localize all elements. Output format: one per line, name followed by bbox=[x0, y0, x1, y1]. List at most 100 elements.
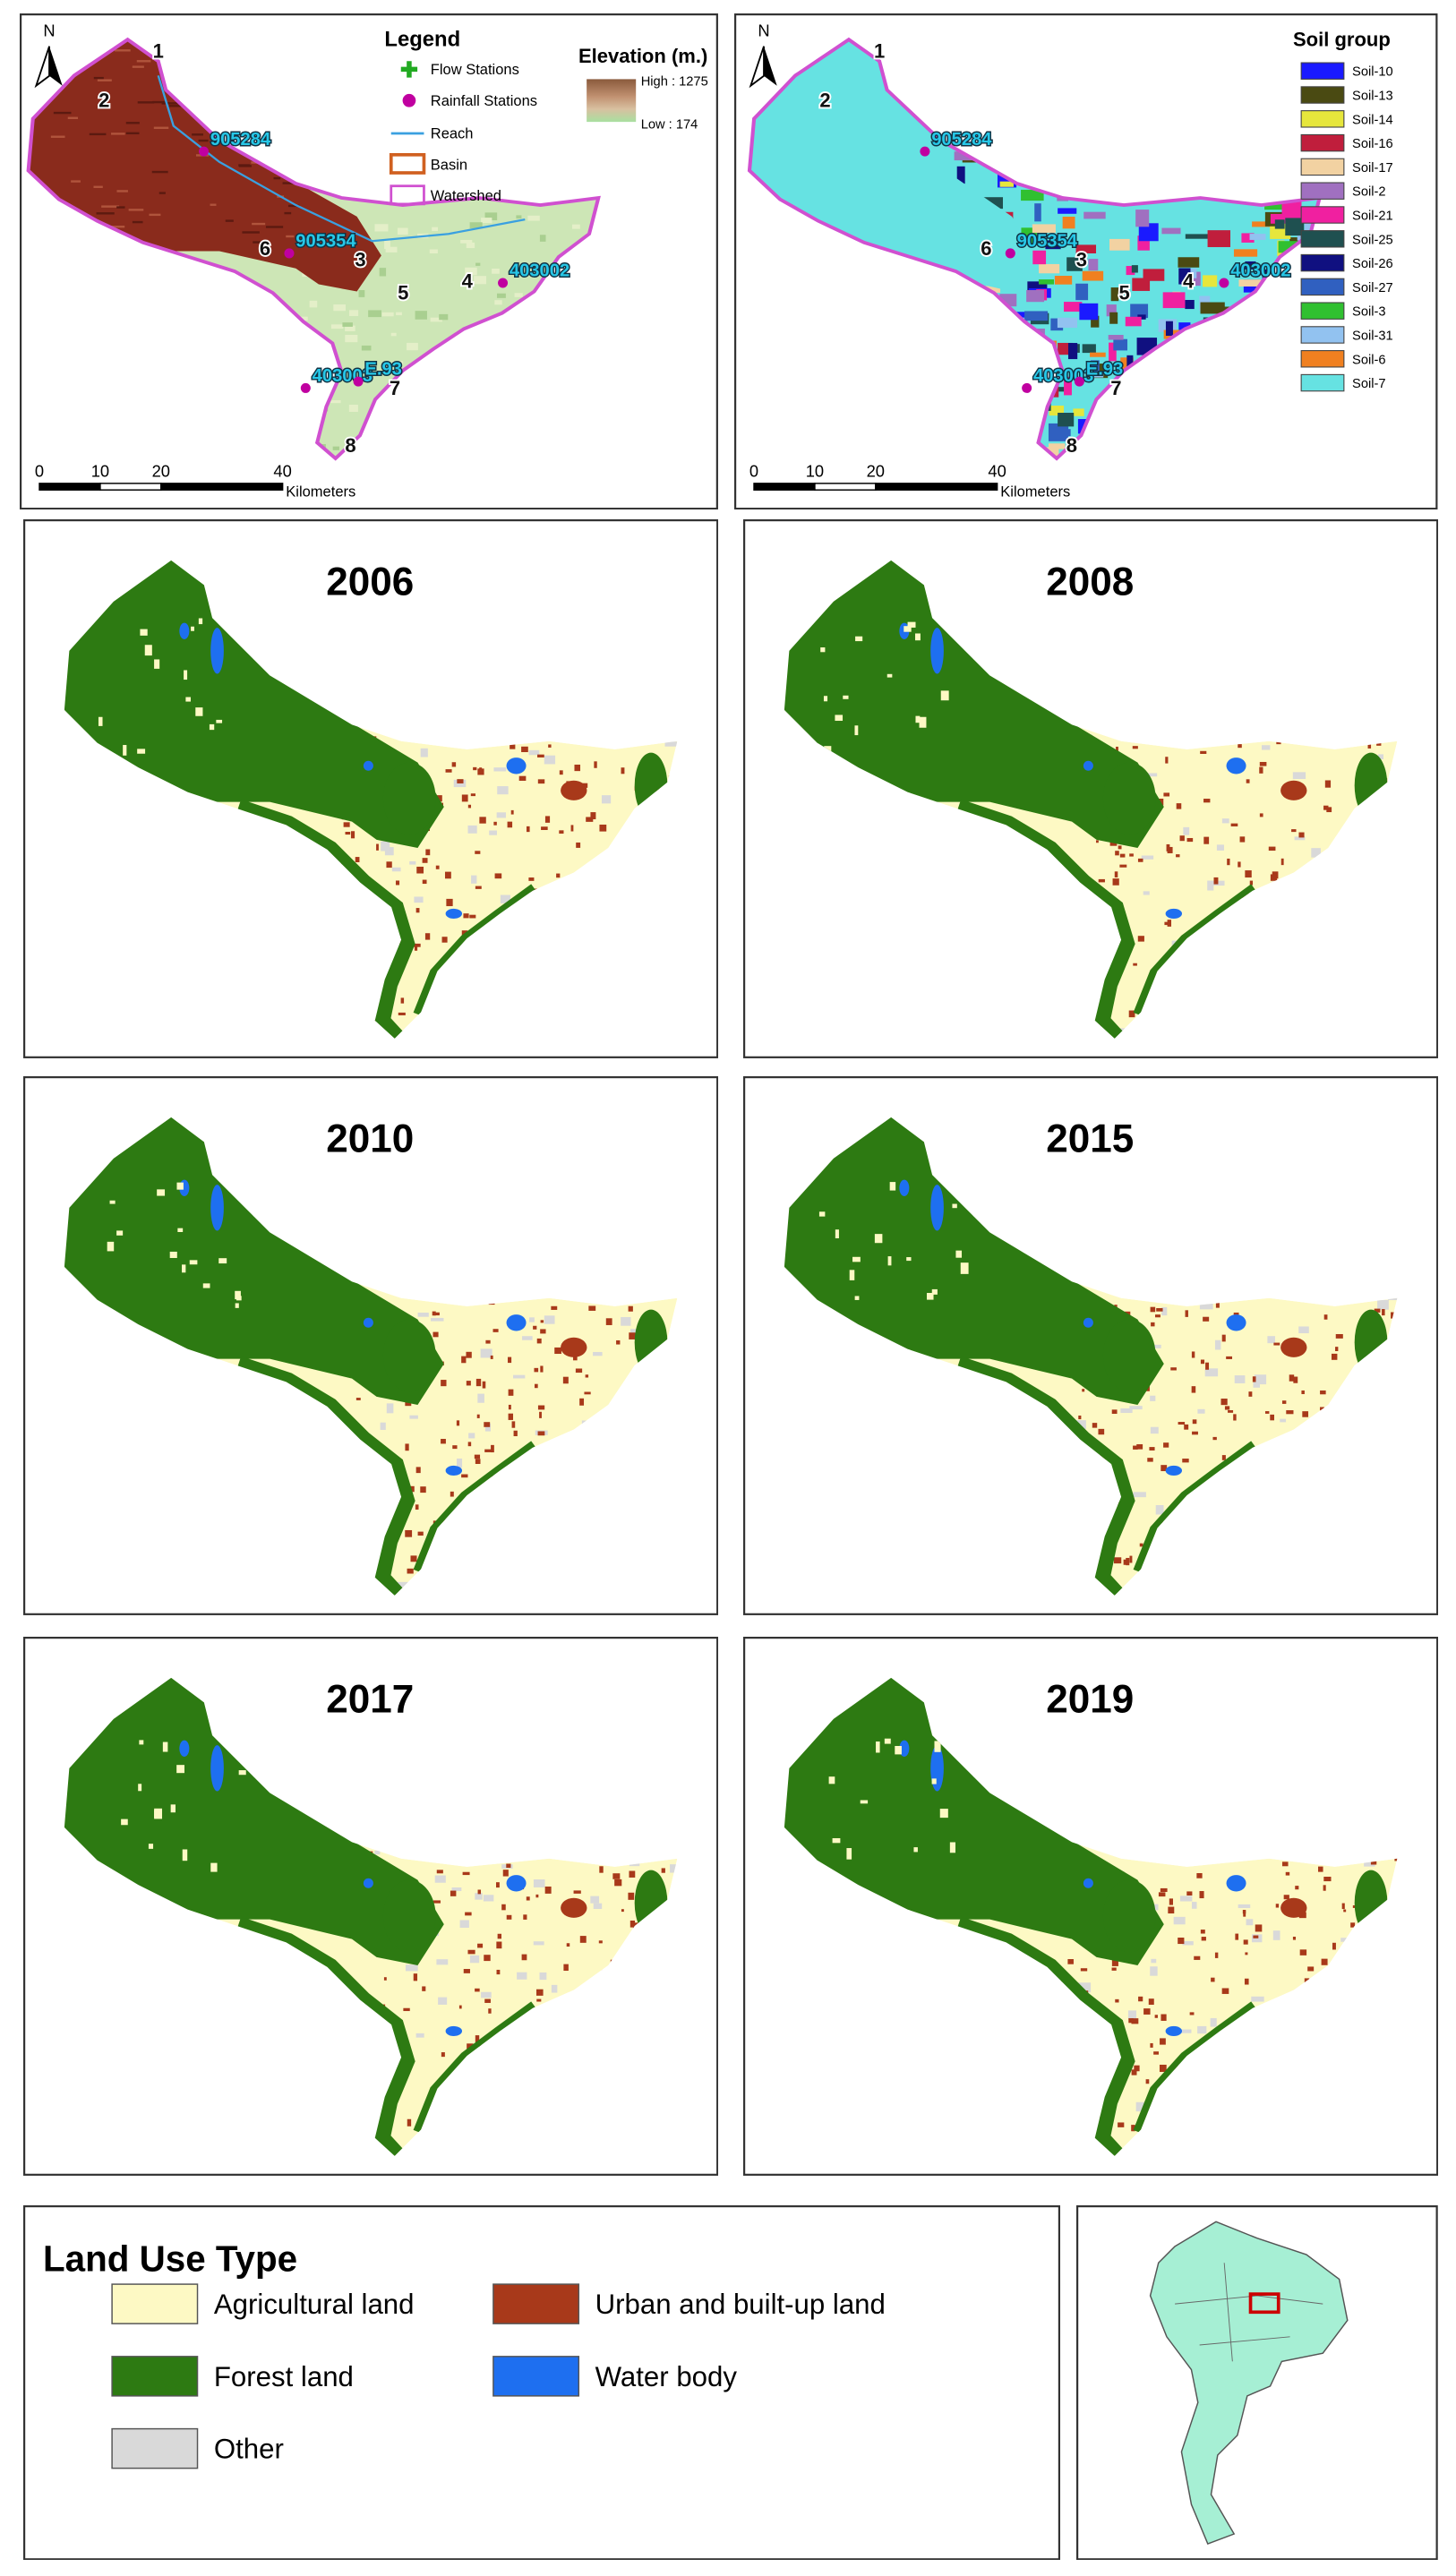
urban-patch bbox=[628, 1892, 634, 1900]
other-patch bbox=[1266, 1336, 1275, 1344]
clearing bbox=[122, 744, 127, 756]
land-use-panel: 2008 bbox=[742, 518, 1438, 1058]
subbasin-label: 4 bbox=[1183, 270, 1195, 292]
soil-patch bbox=[1034, 202, 1042, 222]
urban-patch bbox=[1128, 1555, 1132, 1563]
urban-patch bbox=[1393, 1857, 1397, 1861]
soil-patch bbox=[1039, 278, 1055, 285]
urban-patch bbox=[1195, 1872, 1203, 1879]
soil-swatch bbox=[1300, 109, 1345, 128]
terrain bbox=[439, 313, 449, 320]
urban-patch bbox=[484, 1998, 491, 2003]
subbasin-label: 2 bbox=[98, 89, 109, 111]
north-label: N bbox=[758, 21, 770, 39]
terrain bbox=[384, 240, 390, 249]
urban-patch bbox=[1167, 1906, 1174, 1913]
water-body bbox=[363, 760, 373, 771]
soil-patch bbox=[1058, 412, 1075, 427]
clearing bbox=[939, 1808, 948, 1818]
soil-patch bbox=[1064, 376, 1073, 396]
terrain bbox=[153, 126, 169, 129]
other-patch bbox=[436, 1959, 448, 1965]
urban-patch bbox=[1186, 837, 1193, 843]
terrain bbox=[125, 121, 140, 124]
elevation-high: High : 1275 bbox=[641, 74, 708, 89]
urban-patch bbox=[451, 762, 456, 767]
urban-patch bbox=[484, 1449, 492, 1453]
station-label: 905354 bbox=[295, 231, 356, 251]
urban-patch bbox=[1280, 858, 1284, 866]
urban-patch bbox=[1095, 840, 1099, 843]
other-patch bbox=[664, 741, 677, 747]
terrain bbox=[128, 208, 144, 211]
clearing bbox=[955, 1250, 962, 1258]
soil-patch bbox=[1234, 249, 1258, 257]
terrain bbox=[348, 309, 359, 316]
forest-patch bbox=[1102, 1319, 1156, 1392]
urban-patch bbox=[621, 1909, 624, 1912]
urban-patch bbox=[1221, 1988, 1229, 1994]
urban-patch bbox=[1237, 861, 1241, 868]
legend-label: Forest land bbox=[214, 2361, 354, 2392]
other-patch bbox=[374, 1850, 381, 1854]
scale-tick-label: 40 bbox=[989, 461, 1006, 480]
scale-tick-label: 0 bbox=[35, 461, 44, 480]
other-patch bbox=[1234, 1375, 1245, 1384]
urban-patch bbox=[474, 1454, 480, 1459]
water-body bbox=[445, 2025, 462, 2036]
other-patch bbox=[533, 1879, 545, 1887]
clearing bbox=[209, 723, 214, 731]
urban-patch bbox=[1331, 1353, 1337, 1360]
soil-patch bbox=[1113, 338, 1128, 351]
urban-patch bbox=[1252, 1935, 1258, 1938]
soil-patch bbox=[1271, 213, 1289, 224]
urban-patch bbox=[407, 2118, 411, 2127]
terrain bbox=[96, 211, 115, 215]
legend-swatch bbox=[111, 2427, 198, 2469]
urban-patch bbox=[555, 873, 561, 878]
clearing bbox=[835, 1229, 839, 1239]
water-body bbox=[506, 1874, 527, 1892]
urban-patch bbox=[1137, 936, 1144, 942]
urban-patch bbox=[1154, 2015, 1158, 2018]
legend-swatch bbox=[111, 2283, 198, 2324]
soil-patch bbox=[1139, 222, 1160, 241]
urban-patch bbox=[1066, 1958, 1074, 1964]
urban-patch bbox=[629, 1870, 635, 1878]
other-patch bbox=[1214, 1339, 1220, 1350]
urban-patch bbox=[1185, 1310, 1188, 1317]
urban-patch bbox=[510, 809, 514, 815]
urban-patch bbox=[1178, 1422, 1185, 1425]
subbasin-label: 8 bbox=[1066, 434, 1077, 457]
clearing bbox=[98, 716, 103, 726]
urban-patch bbox=[1298, 832, 1305, 838]
soil-patch bbox=[1027, 281, 1048, 292]
clearing bbox=[185, 697, 191, 702]
urban-patch bbox=[1292, 1936, 1296, 1940]
soil-patch bbox=[1200, 302, 1226, 314]
urban-patch bbox=[1152, 2051, 1159, 2055]
other-patch bbox=[1146, 773, 1157, 777]
urban-patch bbox=[1281, 1861, 1289, 1867]
urban-patch bbox=[1301, 1411, 1308, 1417]
other-patch bbox=[480, 1991, 492, 1998]
other-patch bbox=[1149, 1395, 1155, 1401]
urban-patch bbox=[1220, 1399, 1228, 1406]
other-patch bbox=[1141, 855, 1153, 860]
other-patch bbox=[493, 767, 506, 772]
clearing bbox=[236, 1296, 242, 1301]
other-patch bbox=[1173, 1916, 1186, 1925]
other-patch bbox=[467, 825, 477, 834]
urban-patch bbox=[605, 1318, 612, 1326]
other-patch bbox=[405, 1964, 418, 1972]
urban-patch bbox=[403, 2007, 410, 2011]
clearing bbox=[875, 1741, 880, 1753]
terrain bbox=[71, 180, 81, 183]
water-body bbox=[1083, 760, 1093, 771]
soil-patch bbox=[1088, 258, 1099, 270]
other-patch bbox=[470, 875, 477, 884]
urban-patch bbox=[1135, 1444, 1143, 1450]
water-body bbox=[179, 622, 190, 639]
north-arrow bbox=[749, 46, 766, 88]
